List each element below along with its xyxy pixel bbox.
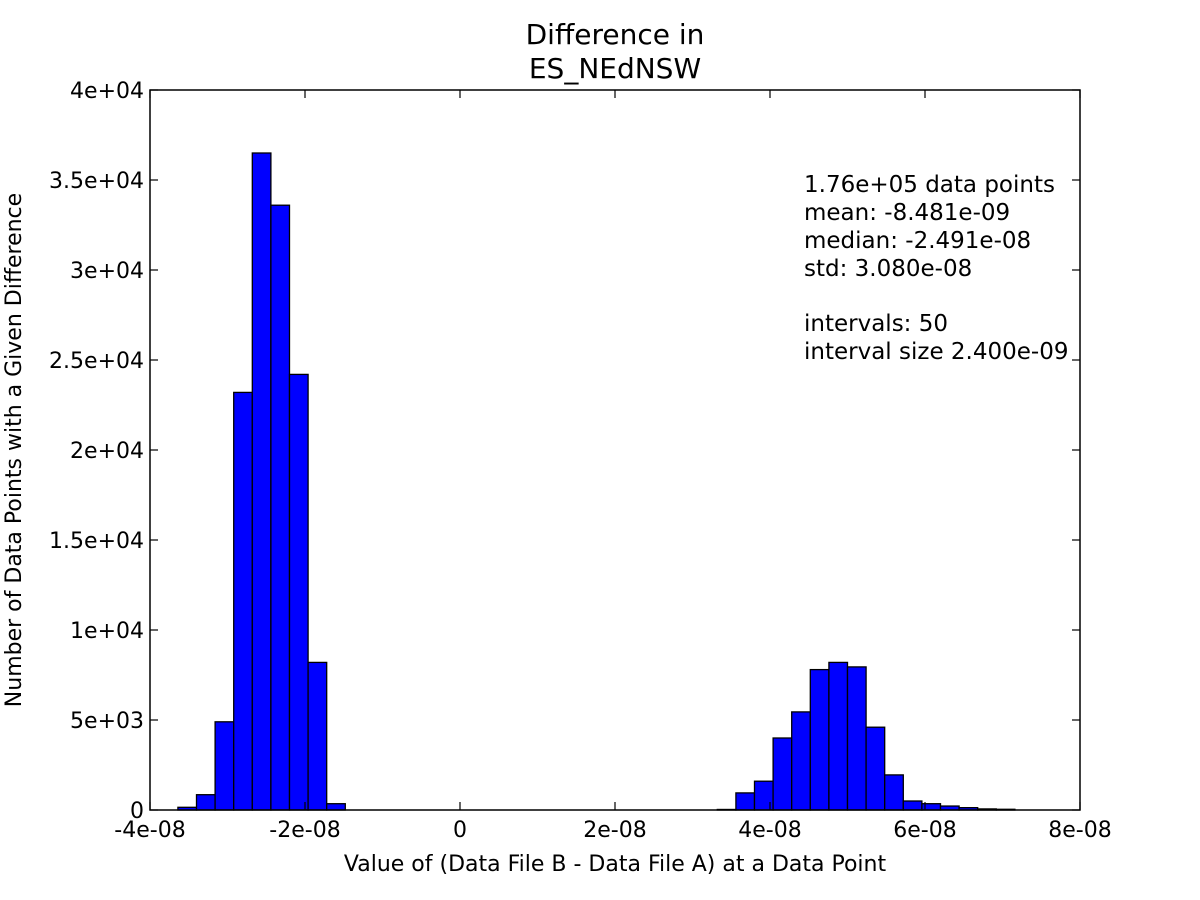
- y-tick-label-4: 2e+04: [70, 439, 144, 464]
- stat-std: std: 3.080e-08: [804, 256, 972, 282]
- histogram-bar-3: [233, 391, 253, 811]
- stat-median: median: -2.491e-08: [804, 228, 1031, 254]
- chart-title-line-2: ES_NEdNSW: [529, 52, 701, 85]
- histogram-bar-8: [326, 803, 346, 811]
- chart-title-line-1: Difference in: [526, 18, 705, 51]
- histogram-bar-32: [772, 737, 793, 811]
- histogram-bar-35: [828, 661, 849, 811]
- y-tick-label-8: 4e+04: [70, 79, 144, 104]
- x-axis-label: Value of (Data File B - Data File A) at …: [344, 852, 887, 877]
- histogram-bar-30: [735, 792, 756, 811]
- y-tick-label-6: 3e+04: [70, 259, 144, 284]
- y-tick-label-7: 3.5e+04: [49, 169, 144, 194]
- stat-intervals: intervals: 50: [804, 311, 948, 337]
- stat-data-points: 1.76e+05 data points: [804, 172, 1055, 198]
- x-tick-label-2: 0: [453, 818, 467, 843]
- axis-ticks: -4e-08 -2e-08 0 2e-08 4e-08 6e-08 8e-08 0 5e+03 1…: [49, 79, 1112, 843]
- stat-mean: mean: -8.481e-09: [804, 200, 1010, 226]
- x-tick-label-1: -2e-08: [269, 818, 340, 843]
- histogram-bars: [177, 152, 1016, 811]
- histogram-bar-36: [846, 666, 867, 811]
- histogram-bar-6: [288, 373, 309, 811]
- histogram-bar-7: [307, 661, 328, 811]
- x-tick-label-6: 8e-08: [1048, 818, 1111, 843]
- y-tick-label-1: 5e+03: [70, 709, 144, 734]
- x-tick-label-5: 6e-08: [893, 818, 956, 843]
- y-axis-label: Number of Data Points with a Given Diffe…: [2, 193, 27, 707]
- histogram-bar-37: [865, 726, 886, 811]
- x-tick-label-0: -4e-08: [114, 818, 185, 843]
- y-tick-label-3: 1.5e+04: [49, 529, 144, 554]
- histogram-bar-1: [195, 794, 216, 811]
- stat-interval-size: interval size 2.400e-09: [804, 339, 1068, 365]
- histogram-bar-39: [902, 800, 923, 811]
- y-tick-label-2: 1e+04: [70, 619, 144, 644]
- x-tick-label-4: 4e-08: [738, 818, 801, 843]
- y-tick-label-5: 2.5e+04: [49, 349, 144, 374]
- histogram-bar-2: [214, 721, 235, 811]
- plot-area-frame: [149, 89, 1081, 811]
- histogram-bar-33: [791, 711, 811, 811]
- y-tick-label-0: 0: [130, 799, 144, 824]
- histogram-bar-34: [809, 668, 830, 811]
- histogram-bar-38: [884, 774, 904, 811]
- x-tick-label-3: 2e-08: [583, 818, 646, 843]
- histogram-bar-4: [251, 152, 272, 811]
- stats-annotation: 1.76e+05 data points mean: -8.481e-09 me…: [804, 172, 1068, 365]
- histogram-bar-5: [270, 204, 291, 811]
